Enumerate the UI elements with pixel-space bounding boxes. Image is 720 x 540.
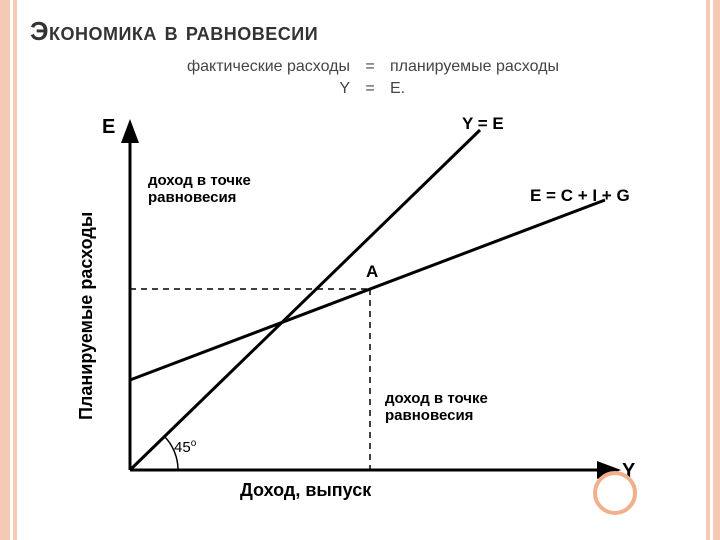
stripe-left-2 (13, 0, 17, 540)
annotation-top-left-l2: равновесия (148, 189, 236, 206)
stripe-right-2 (713, 0, 720, 540)
line-expenditure (130, 200, 605, 380)
angle-label-base: 45 (174, 439, 191, 456)
line-identity-label: Y = E (462, 114, 504, 134)
eq2-right: E. (380, 78, 405, 100)
equation-block: фактические расходы = планируемые расход… (140, 56, 559, 99)
annotation-top-left: доход в точке равновесия (148, 172, 251, 207)
eq2-sign: = (360, 78, 380, 100)
stripe-right-1 (706, 0, 710, 540)
page-title: Экономика в равновесии (30, 16, 318, 47)
eq1-left: фактические расходы (140, 56, 360, 78)
angle-label-sup: o (191, 438, 197, 449)
equation-row-1: фактические расходы = планируемые расход… (140, 56, 559, 78)
x-axis-title: Доход, выпуск (240, 480, 371, 501)
annotation-bottom-right-l1: доход в точке (385, 390, 488, 407)
eq1-sign: = (360, 56, 380, 78)
angle-label: 45o (174, 438, 196, 456)
annotation-bottom-right-l2: равновесия (385, 407, 473, 424)
stripe-left-1 (0, 0, 10, 540)
chart: Планируемые расходы E Y = E (70, 110, 650, 520)
annotation-bottom-right: доход в точке равновесия (385, 390, 488, 425)
corner-circle-icon (593, 471, 637, 515)
eq2-left: Y (140, 78, 360, 100)
slide: Экономика в равновесии фактические расхо… (0, 0, 720, 540)
equation-row-2: Y = E. (140, 78, 559, 100)
chart-svg (70, 110, 650, 510)
annotation-top-left-l1: доход в точке (148, 172, 251, 189)
line-expenditure-label: E = C + I + G (530, 186, 630, 206)
eq1-right: планируемые расходы (380, 56, 559, 78)
intersection-label: A (366, 262, 378, 282)
